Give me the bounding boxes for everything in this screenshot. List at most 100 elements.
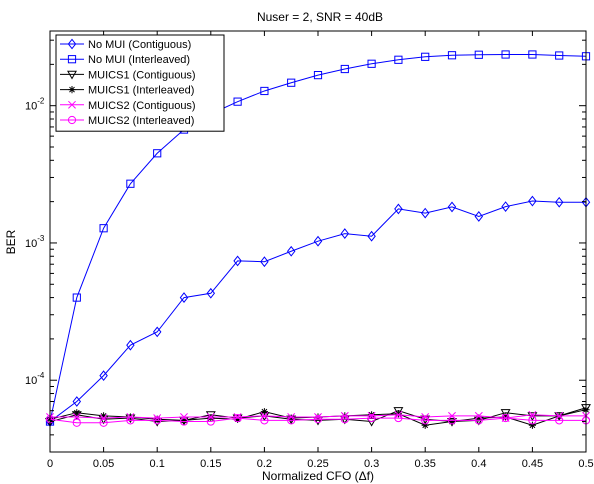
data-point [153, 416, 162, 425]
legend: No MUI (Contiguous) No MUI (Interleaved) M… [55, 34, 225, 132]
data-point [126, 179, 135, 188]
data-point [260, 408, 268, 416]
data-point [367, 230, 376, 242]
data-point [528, 195, 537, 207]
legend-marker [67, 115, 77, 125]
legend-label: No MUI (Interleaved) [88, 54, 190, 66]
legend-label: MUICS2 (Contiguous) [88, 100, 196, 112]
legend-item: MUICS1 (Interleaved) [60, 85, 194, 97]
data-point [206, 417, 215, 426]
data-point [474, 416, 483, 425]
data-point [126, 416, 135, 425]
data-point [501, 413, 510, 423]
data-point [421, 52, 430, 61]
y-axis-label: BER [4, 229, 18, 254]
data-point [152, 326, 162, 338]
data-point [99, 370, 108, 382]
legend-item: MUICS1 (Contiguous) [60, 69, 196, 81]
x-tick-label: 0.05 [93, 458, 114, 470]
legend-item: No MUI (Interleaved) [60, 54, 190, 66]
legend-marker [67, 38, 77, 50]
data-point [528, 421, 536, 429]
data-point [100, 412, 108, 420]
data-point [394, 55, 403, 64]
data-point [500, 409, 511, 418]
data-point [447, 51, 457, 60]
data-point [367, 413, 376, 423]
data-point [233, 413, 242, 423]
data-point [448, 417, 456, 426]
data-point [260, 416, 269, 425]
legend-box [55, 34, 225, 132]
legend-marker [68, 100, 76, 109]
data-point [394, 410, 402, 418]
legend-label: MUICS1 (Contiguous) [88, 69, 196, 81]
series-layer [45, 50, 591, 429]
data-point [72, 413, 81, 421]
data-point [73, 409, 81, 417]
data-point [420, 207, 430, 219]
series-1 [45, 50, 591, 426]
plot-frame [49, 30, 587, 453]
data-point [394, 203, 403, 215]
data-point [126, 339, 135, 351]
data-point [180, 416, 188, 424]
data-point [234, 415, 242, 423]
legend-label: MUICS2 (Interleaved) [88, 115, 194, 127]
data-point [206, 287, 216, 299]
data-point [421, 416, 430, 425]
legend-item: No MUI (Contiguous) [60, 38, 191, 51]
data-point [528, 416, 537, 425]
data-point [99, 224, 108, 233]
data-point [72, 396, 82, 407]
data-point [447, 201, 457, 213]
data-point [153, 149, 162, 158]
data-point [555, 411, 564, 420]
legend-label: No MUI (Contiguous) [88, 39, 191, 51]
data-point [340, 228, 350, 240]
data-point [340, 415, 349, 424]
x-tick-label: 0.1 [150, 458, 165, 470]
data-point [72, 418, 81, 427]
data-point [153, 415, 161, 423]
y-tick-label: 10-3 [25, 234, 45, 250]
x-tick-label: 0.4 [471, 458, 486, 470]
legend-marker [67, 55, 77, 64]
data-point [447, 416, 457, 425]
series-5 [45, 413, 591, 427]
data-point [313, 235, 323, 247]
data-point [555, 416, 564, 425]
data-point [180, 413, 188, 421]
y-tick-label: 10-2 [25, 97, 45, 113]
data-point [555, 51, 564, 60]
legend-item: MUICS2 (Interleaved) [60, 115, 194, 127]
chart-title: Nuser = 2, SNR = 40dB [257, 10, 383, 24]
data-point [286, 245, 296, 257]
data-point [475, 414, 483, 422]
data-point [554, 196, 564, 208]
x-tick-label: 0.45 [522, 458, 543, 470]
data-point [72, 293, 81, 302]
x-tick-label: 0.25 [307, 458, 328, 470]
data-point [340, 64, 349, 74]
data-point [287, 416, 296, 425]
data-point [502, 413, 510, 421]
x-tick-label: 0.3 [364, 458, 379, 470]
data-point [501, 201, 510, 213]
data-point [367, 59, 376, 68]
data-point [528, 50, 537, 59]
legend-marker [67, 70, 77, 80]
data-point [260, 256, 269, 268]
data-point [474, 211, 484, 222]
data-point [474, 50, 483, 59]
legend-item: MUICS2 (Contiguous) [60, 100, 196, 112]
data-point [206, 413, 215, 421]
data-point [287, 78, 296, 87]
series-line [49, 417, 586, 424]
data-point [179, 292, 189, 303]
y-tick-label: 10-4 [25, 371, 45, 387]
x-axis-label: Normalized CFO (Δf) [262, 469, 374, 483]
data-point [99, 418, 108, 427]
x-tick-label: 0 [47, 458, 53, 470]
